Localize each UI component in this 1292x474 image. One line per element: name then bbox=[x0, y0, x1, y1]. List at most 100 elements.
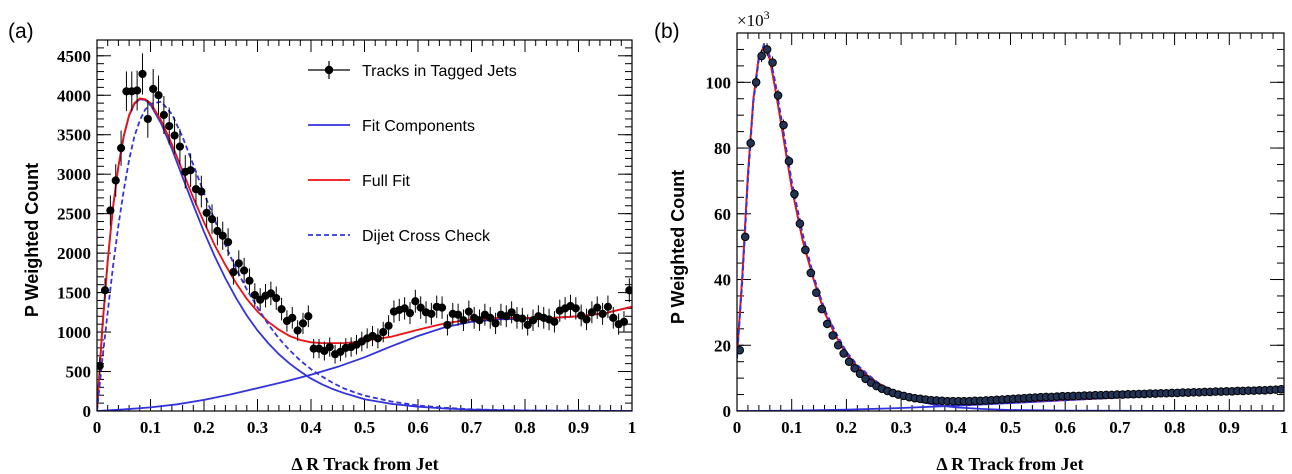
data-point bbox=[240, 266, 249, 275]
x-tick-label: 0.8 bbox=[1164, 418, 1185, 437]
panel-b: (b) ×103 P Weighted Count Δ R Track from… bbox=[654, 8, 1288, 474]
data-point bbox=[400, 304, 409, 313]
y-axis-title-a: P Weighted Count bbox=[22, 163, 42, 317]
data-point bbox=[175, 142, 185, 151]
data-point bbox=[518, 314, 527, 323]
data-point bbox=[790, 189, 799, 199]
data-point bbox=[149, 84, 158, 94]
data-point bbox=[298, 319, 308, 328]
data-point bbox=[806, 268, 816, 278]
data-point bbox=[812, 288, 821, 297]
series-line bbox=[737, 44, 1284, 411]
x-tick-label: 0.8 bbox=[514, 418, 535, 437]
y-multiplier-base: ×10 bbox=[737, 11, 764, 30]
data-point bbox=[577, 311, 586, 320]
data-point bbox=[844, 357, 854, 366]
x-tick-label: 0.1 bbox=[781, 418, 802, 437]
data-point bbox=[106, 206, 115, 215]
data-point bbox=[833, 340, 843, 350]
data-point bbox=[523, 320, 532, 330]
x-tick-label: 0.1 bbox=[140, 418, 161, 437]
data-point bbox=[186, 166, 195, 175]
data-point bbox=[779, 120, 788, 130]
y-tick-label: 80 bbox=[714, 139, 731, 158]
x-tick-label: 0.5 bbox=[1000, 418, 1021, 437]
series-group bbox=[737, 40, 1284, 411]
x-tick-label: 0.6 bbox=[407, 418, 428, 437]
data-point bbox=[379, 327, 388, 337]
data-point bbox=[272, 294, 281, 303]
data-point bbox=[839, 349, 848, 358]
data-point bbox=[550, 317, 559, 326]
data-point bbox=[245, 276, 254, 285]
y-multiplier-b: ×103 bbox=[737, 8, 770, 30]
x-tick-label: 1 bbox=[628, 418, 637, 437]
data-point bbox=[784, 156, 794, 166]
data-point bbox=[746, 138, 755, 148]
data-point bbox=[288, 313, 297, 322]
x-tick-label: 0.9 bbox=[568, 418, 589, 437]
x-tick-label: 0.3 bbox=[247, 418, 268, 437]
data-point bbox=[266, 289, 275, 298]
data-point bbox=[416, 303, 425, 312]
data-point bbox=[165, 121, 174, 131]
data-point bbox=[159, 110, 168, 120]
data-point bbox=[528, 316, 538, 325]
data-point bbox=[740, 232, 750, 242]
y-axis-title-b: P Weighted Count bbox=[668, 170, 688, 324]
y-tick-label: 4000 bbox=[57, 86, 91, 105]
data-point bbox=[751, 78, 761, 87]
data-point bbox=[111, 176, 120, 185]
data-point bbox=[609, 313, 618, 322]
data-point bbox=[213, 226, 222, 236]
data-point bbox=[502, 312, 511, 321]
data-point bbox=[464, 307, 473, 316]
x-tick-label: 0.3 bbox=[890, 418, 911, 437]
data-point bbox=[218, 231, 227, 240]
series-line bbox=[737, 40, 1284, 405]
legend-marker-point bbox=[324, 65, 334, 75]
x-axis-title-b: Δ R Track from Jet bbox=[936, 454, 1083, 474]
data-point bbox=[757, 51, 766, 61]
x-tick-label: 0.4 bbox=[945, 418, 967, 437]
data-point bbox=[571, 304, 580, 313]
data-point bbox=[373, 334, 382, 343]
data-point bbox=[197, 187, 206, 196]
y-tick-label: 60 bbox=[714, 205, 731, 224]
data-point bbox=[454, 310, 463, 319]
series-line bbox=[737, 44, 1284, 404]
data-point bbox=[507, 308, 516, 317]
y-tick-label: 500 bbox=[66, 363, 92, 382]
data-point bbox=[143, 114, 152, 124]
y-tick-label: 100 bbox=[706, 73, 732, 92]
legend-a: Tracks in Tagged Jets Fit Components Full … bbox=[308, 61, 517, 245]
data-point bbox=[443, 320, 452, 330]
data-point bbox=[100, 286, 110, 295]
data-point bbox=[625, 286, 632, 295]
x-axis-title-a: Δ R Track from Jet bbox=[291, 454, 438, 474]
y-tick-label: 0 bbox=[83, 402, 92, 421]
data-point bbox=[229, 267, 238, 277]
data-point bbox=[491, 319, 500, 328]
data-point bbox=[133, 86, 142, 95]
legend-label: Tracks in Tagged Jets bbox=[362, 63, 517, 80]
data-point bbox=[737, 345, 745, 355]
data-point bbox=[828, 331, 838, 340]
series-line bbox=[97, 100, 632, 411]
data-point bbox=[405, 309, 415, 318]
x-tick-label: 0.4 bbox=[300, 418, 322, 437]
data-point bbox=[223, 237, 233, 247]
y-tick-label: 4500 bbox=[57, 47, 91, 66]
x-tick-label: 1 bbox=[1280, 418, 1289, 437]
data-point bbox=[437, 303, 447, 312]
data-point bbox=[817, 304, 827, 314]
legend-label: Dijet Cross Check bbox=[362, 228, 491, 245]
legend-label: Full Fit bbox=[362, 173, 411, 190]
series-b bbox=[737, 40, 1284, 411]
data-point bbox=[850, 363, 859, 373]
data-point bbox=[384, 321, 393, 330]
panel-a: (a) P Weighted Count Δ R Track from Jet … bbox=[8, 20, 636, 474]
y-tick-label: 2000 bbox=[57, 244, 91, 263]
x-tick-label: 0.6 bbox=[1055, 418, 1076, 437]
data-point bbox=[325, 342, 334, 352]
